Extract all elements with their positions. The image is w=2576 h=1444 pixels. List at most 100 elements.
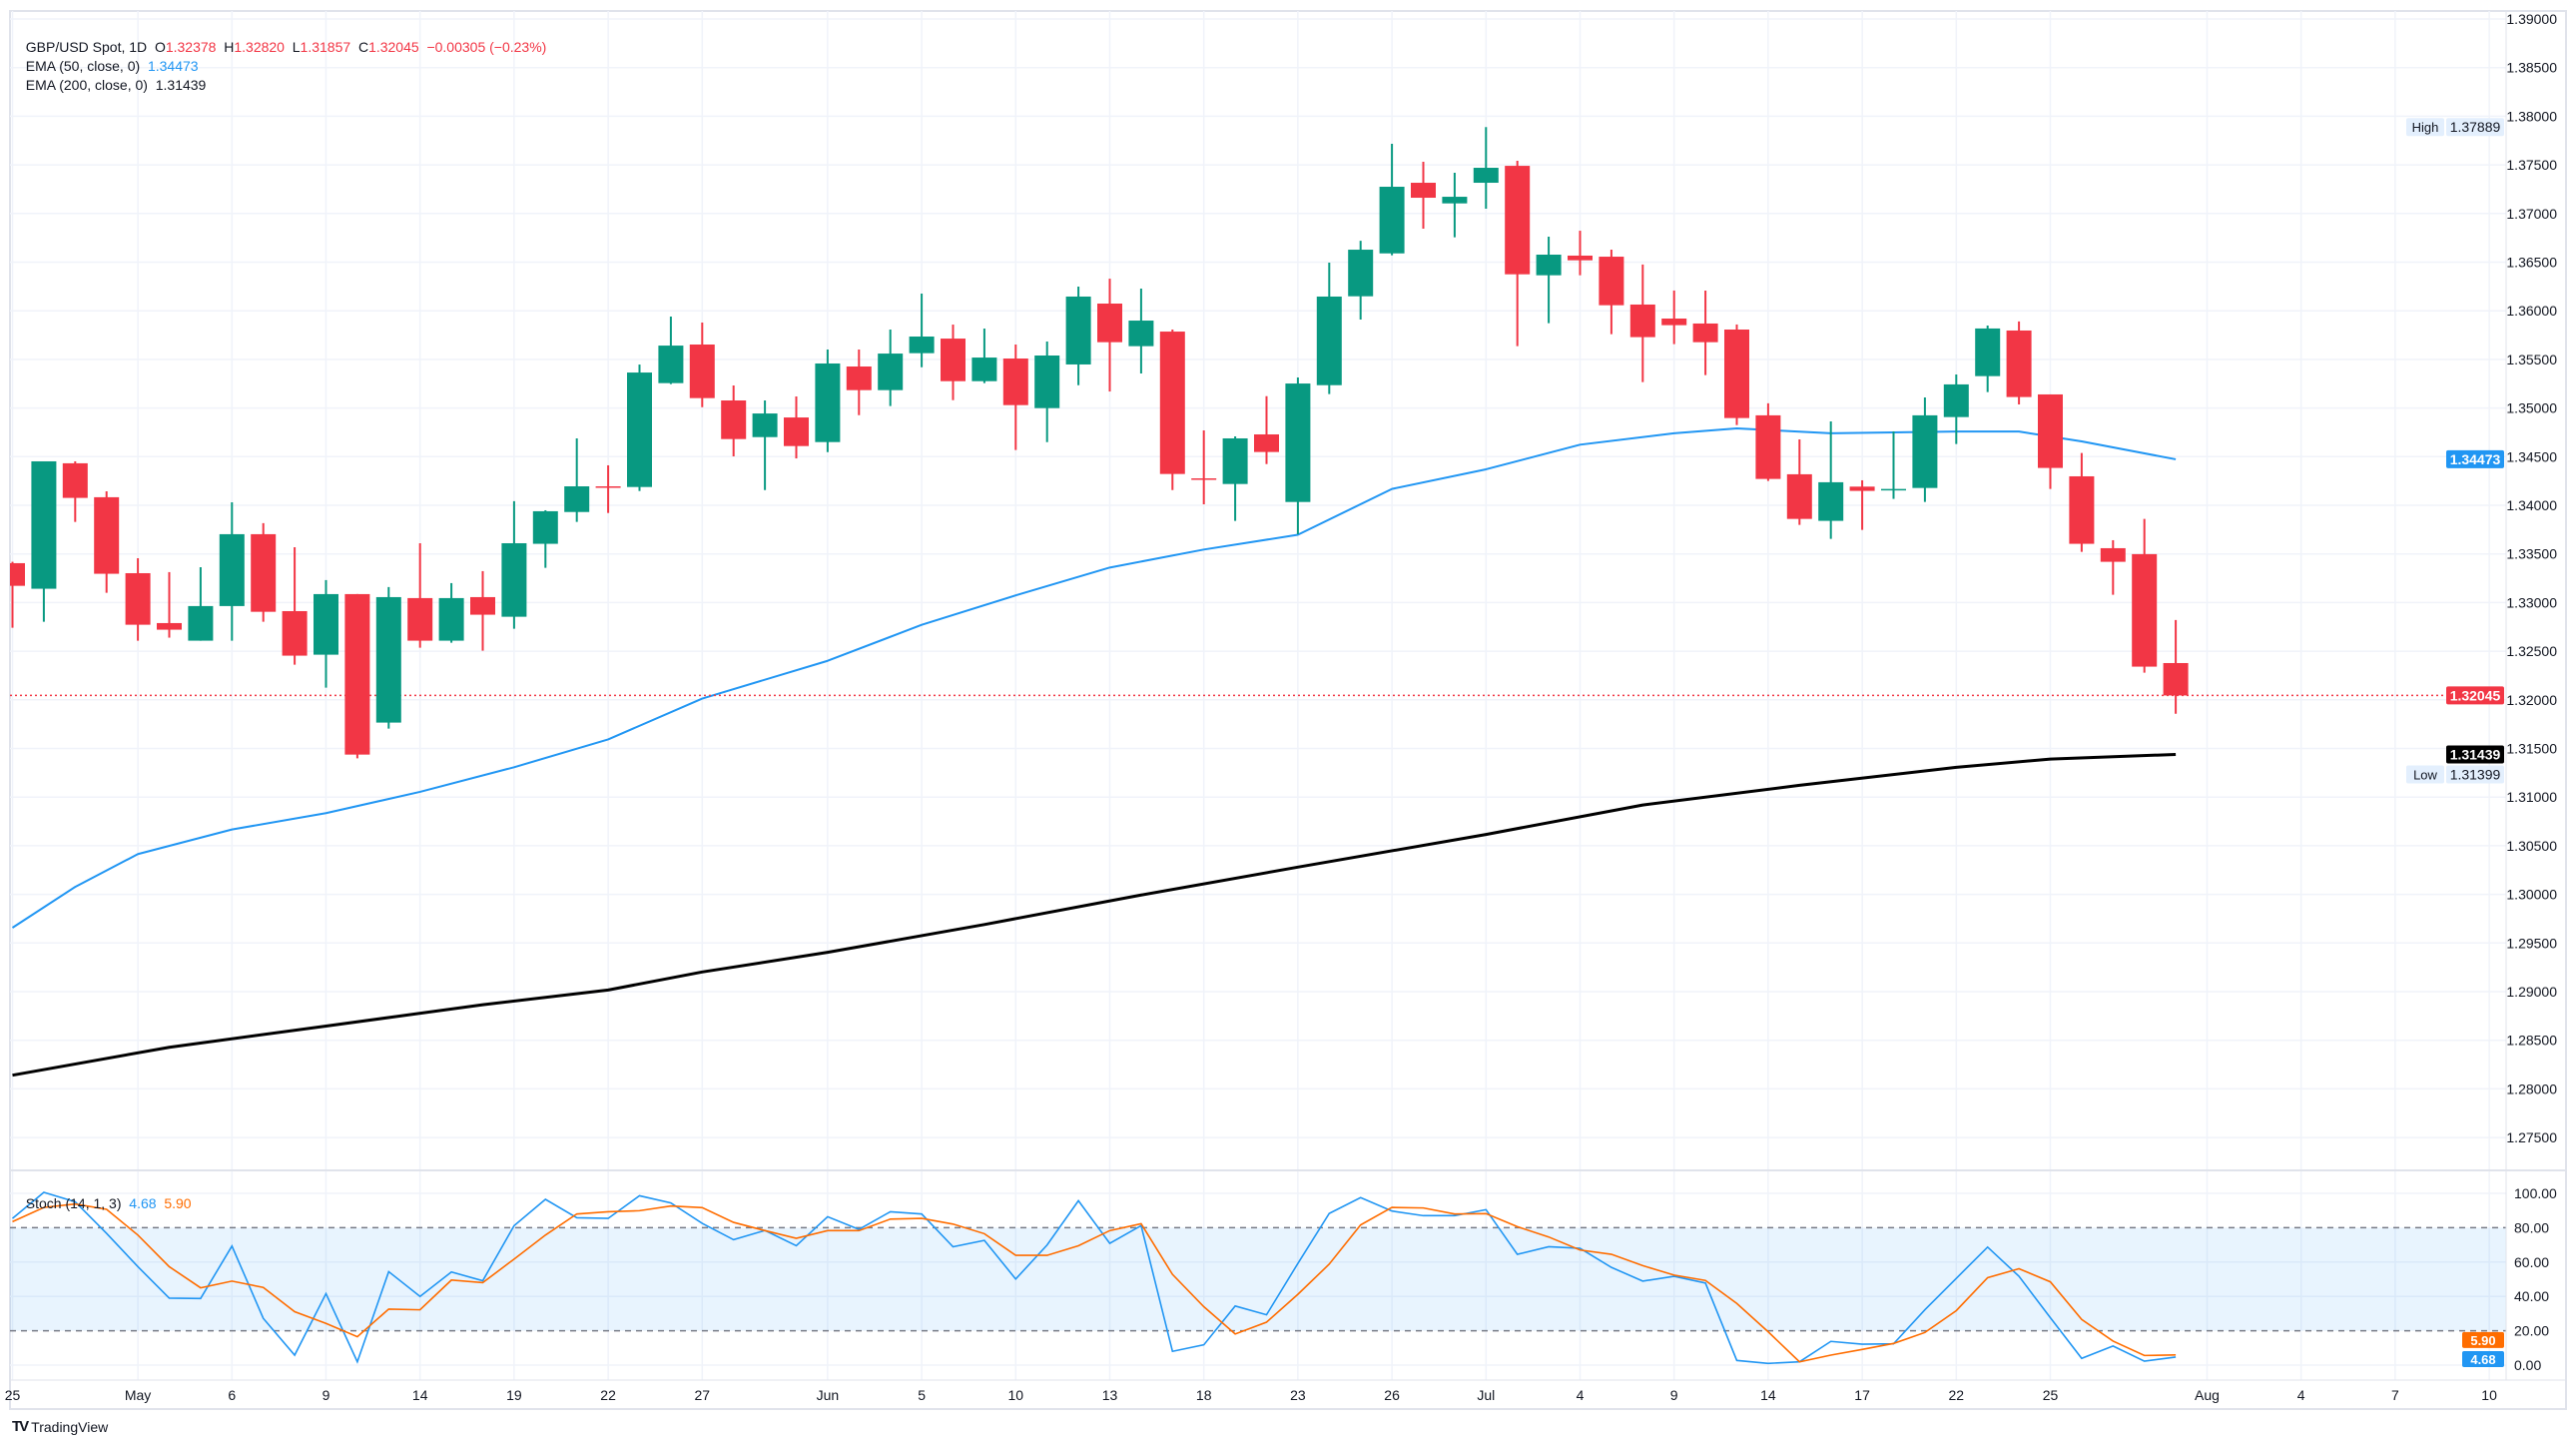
axes[interactable]: 25 May 6 9 14 19 22 27 Jun 5 10 13 18 23 26 Jul 4 9 14 17 22… bbox=[5, 11, 2558, 1403]
candle[interactable] bbox=[438, 582, 464, 643]
candle[interactable] bbox=[1097, 279, 1122, 392]
candle[interactable] bbox=[1912, 396, 1938, 502]
candle[interactable] bbox=[31, 460, 57, 622]
candle[interactable] bbox=[878, 329, 904, 406]
candle[interactable] bbox=[1724, 324, 1749, 425]
candle-body bbox=[314, 593, 338, 655]
candle[interactable] bbox=[941, 325, 966, 400]
candle-body bbox=[344, 593, 370, 755]
candle[interactable] bbox=[532, 509, 558, 568]
low-badge-text: 1.31399 bbox=[2450, 766, 2501, 782]
price-tick-label: 1.36500 bbox=[2506, 255, 2557, 271]
low-badge-bg bbox=[2446, 765, 2504, 784]
candle[interactable] bbox=[251, 522, 277, 622]
price-tick-label: 1.29500 bbox=[2506, 935, 2557, 951]
candle[interactable] bbox=[721, 385, 747, 457]
ema50-value: 1.34473 bbox=[147, 58, 199, 74]
candle[interactable] bbox=[1348, 241, 1374, 320]
candle[interactable] bbox=[314, 579, 338, 688]
candle[interactable] bbox=[62, 460, 88, 522]
candle[interactable] bbox=[2100, 539, 2126, 595]
candle[interactable] bbox=[784, 396, 809, 459]
stoch-k-line[interactable] bbox=[11, 1191, 2177, 1365]
candle[interactable] bbox=[501, 500, 527, 629]
candle[interactable] bbox=[2038, 393, 2063, 489]
candle[interactable] bbox=[282, 546, 308, 665]
candle[interactable] bbox=[564, 437, 590, 522]
candle[interactable] bbox=[1661, 290, 1687, 345]
candle[interactable] bbox=[1568, 231, 1593, 276]
close-value: 1.32045 bbox=[368, 39, 419, 55]
candle[interactable] bbox=[344, 593, 370, 759]
candle[interactable] bbox=[188, 566, 214, 641]
stoch-k-badge: 4.68 bbox=[2462, 1350, 2504, 1367]
ema50-legend[interactable]: EMA (50, close, 0) 1.34473 bbox=[18, 39, 199, 75]
candle[interactable] bbox=[1411, 161, 1436, 229]
candle[interactable] bbox=[1849, 479, 1875, 530]
candle-body bbox=[1065, 296, 1091, 364]
candle[interactable] bbox=[2163, 619, 2189, 714]
ema200-line[interactable] bbox=[12, 752, 2177, 1078]
candle[interactable] bbox=[470, 570, 495, 651]
candle[interactable] bbox=[1128, 288, 1154, 374]
candle[interactable] bbox=[219, 501, 245, 641]
candle[interactable] bbox=[1222, 436, 1248, 521]
candle[interactable] bbox=[752, 400, 778, 490]
candle[interactable] bbox=[2132, 518, 2158, 673]
stoch-d-value: 5.90 bbox=[164, 1195, 192, 1211]
candle[interactable] bbox=[1442, 172, 1468, 238]
price-tick-label: 1.27500 bbox=[2506, 1129, 2557, 1145]
candle[interactable] bbox=[1191, 430, 1217, 505]
candle[interactable] bbox=[2069, 452, 2095, 552]
candle[interactable] bbox=[375, 586, 401, 729]
candle[interactable] bbox=[595, 464, 621, 513]
candle[interactable] bbox=[1943, 373, 1969, 444]
price-tick-label: 1.28000 bbox=[2506, 1081, 2557, 1096]
candle[interactable] bbox=[407, 542, 433, 648]
candle-body bbox=[532, 510, 558, 544]
candle[interactable] bbox=[1755, 402, 1781, 481]
candle[interactable] bbox=[1379, 144, 1405, 256]
stoch-d-line[interactable] bbox=[12, 1202, 2177, 1363]
candle[interactable] bbox=[1002, 344, 1028, 450]
candle[interactable] bbox=[1285, 377, 1311, 535]
candle[interactable] bbox=[815, 349, 841, 452]
candle[interactable] bbox=[1599, 250, 1624, 335]
candle[interactable] bbox=[0, 561, 25, 628]
candle[interactable] bbox=[94, 490, 120, 593]
candle[interactable] bbox=[2006, 321, 2032, 404]
candle[interactable] bbox=[125, 557, 151, 641]
stoch-k-badge-text: 4.68 bbox=[2470, 1352, 2495, 1367]
candle[interactable] bbox=[1881, 430, 1906, 499]
candle[interactable] bbox=[1505, 161, 1531, 347]
low-badge-label: Low bbox=[2413, 767, 2437, 782]
candle[interactable] bbox=[1034, 341, 1060, 442]
stoch-legend[interactable]: Stoch (14, 1, 3) 4.68 5.90 bbox=[18, 1176, 192, 1212]
candle[interactable] bbox=[1254, 395, 1279, 464]
candle[interactable] bbox=[1692, 290, 1718, 375]
candle[interactable] bbox=[1536, 236, 1562, 324]
candle-body bbox=[721, 400, 747, 439]
price-tick-label: 1.30500 bbox=[2506, 838, 2557, 854]
candle[interactable] bbox=[157, 571, 182, 638]
candle[interactable] bbox=[1316, 262, 1342, 394]
candle[interactable] bbox=[658, 317, 684, 384]
candle[interactable] bbox=[1629, 264, 1655, 382]
candle-body bbox=[10, 562, 25, 586]
ema200-legend[interactable]: EMA (200, close, 0) 1.31439 bbox=[18, 58, 207, 94]
candle[interactable] bbox=[1065, 287, 1091, 385]
candle[interactable] bbox=[627, 364, 652, 491]
candle[interactable] bbox=[1975, 326, 2001, 392]
candle[interactable] bbox=[1786, 438, 1812, 525]
candle[interactable] bbox=[689, 322, 715, 407]
price-tick-label: 1.34500 bbox=[2506, 448, 2557, 464]
candle[interactable] bbox=[1473, 127, 1499, 210]
candle[interactable] bbox=[1159, 329, 1185, 490]
symbol-legend[interactable]: GBP/USD Spot, 1D O1.32378 H1.32820 L1.31… bbox=[18, 20, 547, 56]
tradingview-logo[interactable]: TV TradingView bbox=[12, 1418, 108, 1435]
candle[interactable] bbox=[846, 349, 872, 415]
candle[interactable] bbox=[909, 294, 935, 367]
candle[interactable] bbox=[971, 329, 997, 383]
candle[interactable] bbox=[1818, 420, 1844, 539]
